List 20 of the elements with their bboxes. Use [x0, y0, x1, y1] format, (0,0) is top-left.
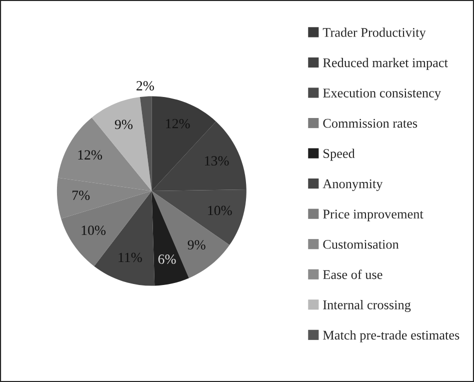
legend-label: Internal crossing [323, 300, 411, 312]
legend-label: Reduced market impact [323, 58, 448, 70]
legend-label: Ease of use [323, 270, 382, 280]
data-label: 7% [72, 190, 90, 200]
pie-slice [152, 191, 189, 286]
data-label: 10% [82, 226, 106, 236]
legend-label: Customisation [323, 240, 399, 249]
legend-label: Commission rates [323, 118, 418, 128]
legend-label: Price improvement [323, 210, 424, 222]
data-label: 9% [188, 240, 206, 250]
legend-label: Speed [324, 148, 355, 161]
data-label: 6% [158, 254, 176, 264]
legend-label: Trader Productivity [322, 28, 426, 40]
legend-label: Execution consistency [323, 88, 441, 100]
data-label: 12% [78, 150, 102, 160]
data-label: 9% [114, 120, 133, 130]
legend-label: Match pre-trade estimates [323, 330, 460, 342]
data-label: 10% [208, 206, 232, 216]
legend-label: Anonymity [322, 179, 383, 191]
data-label: 2% [136, 81, 154, 91]
